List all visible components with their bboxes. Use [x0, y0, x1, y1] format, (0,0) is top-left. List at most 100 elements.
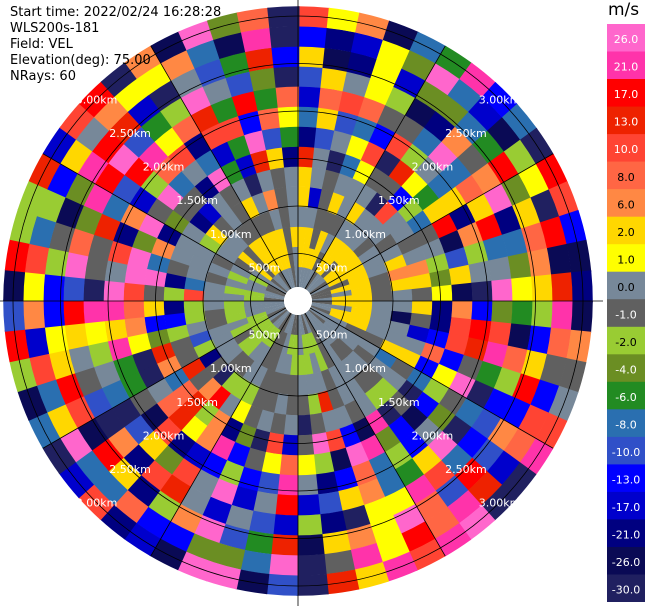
- velocity-gate: [368, 271, 391, 286]
- velocity-gate: [183, 288, 205, 301]
- velocity-gate: [559, 209, 587, 246]
- velocity-gate: [43, 273, 65, 301]
- velocity-gate: [334, 110, 360, 136]
- colorbar-tick-label: -1.0: [615, 308, 636, 321]
- velocity-gate: [468, 260, 492, 284]
- velocity-gate: [296, 514, 323, 536]
- velocity-gate: [138, 212, 165, 239]
- velocity-gate: [334, 361, 354, 383]
- velocity-gate: [274, 494, 298, 516]
- velocity-gate: [3, 299, 26, 332]
- velocity-gate: [204, 280, 226, 294]
- velocity-gate: [311, 293, 333, 300]
- velocity-gate: [218, 115, 245, 142]
- velocity-gate: [368, 451, 396, 480]
- velocity-gate: [300, 314, 309, 335]
- velocity-gate: [260, 451, 282, 475]
- velocity-gate: [152, 416, 182, 446]
- velocity-gate: [354, 393, 378, 418]
- velocity-gate: [402, 336, 426, 357]
- velocity-gate: [426, 403, 456, 432]
- velocity-gate: [352, 371, 375, 394]
- velocity-gate: [329, 341, 348, 362]
- azimuth-spoke: [304, 45, 446, 290]
- velocity-gate: [367, 356, 391, 378]
- velocity-gate: [413, 417, 443, 447]
- velocity-gate: [181, 159, 208, 187]
- velocity-gate: [287, 314, 296, 335]
- velocity-gate: [218, 184, 242, 209]
- velocity-gate: [17, 384, 48, 421]
- velocity-gate: [336, 196, 356, 220]
- velocity-gate: [91, 129, 125, 164]
- velocity-gate: [406, 368, 432, 393]
- velocity-gate: [310, 305, 331, 316]
- velocity-gate: [257, 323, 276, 342]
- velocity-gate: [23, 299, 45, 330]
- velocity-gate: [420, 342, 445, 365]
- velocity-gate: [358, 245, 380, 265]
- velocity-gate: [363, 496, 394, 525]
- velocity-gate: [566, 239, 592, 274]
- velocity-gate: [347, 270, 369, 285]
- velocity-gate: [391, 301, 413, 314]
- velocity-gate: [221, 237, 244, 258]
- velocity-gate: [371, 301, 393, 312]
- velocity-gate: [179, 486, 211, 516]
- velocity-gate: [308, 278, 326, 293]
- velocity-gate: [457, 144, 489, 176]
- velocity-gate: [164, 209, 190, 234]
- velocity-gate: [150, 341, 176, 364]
- velocity-gate: [540, 216, 568, 250]
- ring-label: 500m: [316, 329, 348, 342]
- velocity-gate: [520, 222, 548, 254]
- velocity-gate: [303, 313, 316, 333]
- velocity-gate: [277, 106, 299, 128]
- colorbar-unit: m/s: [608, 0, 640, 20]
- velocity-gate: [242, 245, 262, 265]
- colorbar-tick-label: -4.0: [615, 363, 636, 376]
- velocity-gate: [270, 277, 288, 293]
- velocity-gate: [271, 46, 300, 68]
- velocity-gate: [202, 77, 233, 106]
- velocity-gate: [227, 230, 249, 252]
- velocity-gate: [344, 263, 367, 280]
- velocity-gate: [381, 551, 418, 582]
- center-hole: [284, 287, 312, 315]
- colorbar-segment: [607, 161, 645, 190]
- velocity-gate: [287, 267, 296, 288]
- colorbar-segment: [607, 106, 645, 135]
- velocity-gate: [397, 197, 424, 223]
- azimuth-spoke: [42, 307, 287, 449]
- velocity-gate: [104, 259, 128, 283]
- velocity-gate: [265, 573, 298, 596]
- velocity-gate: [283, 313, 294, 334]
- velocity-gate: [518, 163, 550, 199]
- velocity-gate: [327, 365, 346, 388]
- velocity-gate: [164, 312, 187, 329]
- velocity-gate: [227, 350, 249, 372]
- velocity-gate: [320, 233, 336, 255]
- velocity-gate: [365, 262, 388, 279]
- velocity-gate: [239, 549, 272, 575]
- ring-label: 500m: [316, 261, 348, 274]
- velocity-gate: [247, 341, 267, 362]
- velocity-gate: [305, 271, 319, 290]
- velocity-gate: [286, 186, 299, 208]
- velocity-gate: [309, 228, 322, 250]
- velocity-gate: [355, 184, 378, 209]
- velocity-gate: [107, 456, 142, 491]
- velocity-gate: [342, 71, 372, 98]
- velocity-gate: [303, 227, 314, 249]
- velocity-gate: [236, 7, 271, 33]
- velocity-gate: [333, 173, 354, 197]
- velocity-gate: [487, 117, 522, 153]
- velocity-gate: [566, 329, 592, 364]
- velocity-gate: [368, 224, 391, 247]
- velocity-gate: [250, 149, 271, 174]
- velocity-gate: [383, 330, 407, 349]
- velocity-gate: [503, 139, 537, 175]
- velocity-gate: [183, 185, 209, 212]
- azimuth-spoke: [304, 312, 446, 557]
- velocity-gate: [315, 253, 331, 274]
